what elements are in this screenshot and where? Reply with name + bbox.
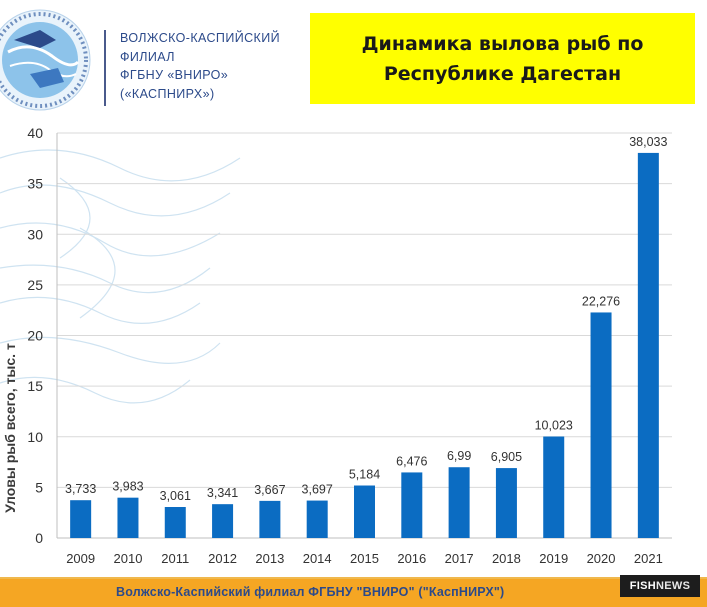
fishnews-watermark: FISH NEWS bbox=[620, 575, 700, 597]
bar-2021 bbox=[637, 152, 659, 538]
x-tick-label-2019: 2019 bbox=[539, 551, 568, 566]
x-tick-label-2013: 2013 bbox=[255, 551, 284, 566]
background-waves bbox=[0, 149, 241, 404]
bar-2009 bbox=[70, 500, 92, 538]
org-line-2: ФИЛИАЛ bbox=[120, 49, 175, 64]
x-tick-label-2015: 2015 bbox=[350, 551, 379, 566]
bar-2011 bbox=[164, 507, 186, 538]
y-tick-label: 10 bbox=[27, 429, 43, 445]
watermark-news: NEWS bbox=[656, 580, 691, 592]
value-label-2020: 22,276 bbox=[582, 294, 620, 308]
value-labels: 3,733 3,983 3,061 3,341 3,667 3,697 5,184 6,476… bbox=[65, 135, 667, 503]
bar-2017 bbox=[448, 467, 470, 538]
x-tick-label-2017: 2017 bbox=[445, 551, 474, 566]
x-tick-label-2014: 2014 bbox=[303, 551, 332, 566]
x-tick-label-2016: 2016 bbox=[397, 551, 426, 566]
x-tick-label-2021: 2021 bbox=[634, 551, 663, 566]
value-label-2021: 38,033 bbox=[629, 135, 667, 149]
bar-2013 bbox=[259, 500, 281, 538]
y-tick-label: 5 bbox=[35, 479, 43, 495]
value-label-2010: 3,983 bbox=[112, 480, 143, 494]
bar-2012 bbox=[212, 504, 234, 538]
value-label-2018: 6,905 bbox=[491, 450, 522, 464]
y-tick-label: 20 bbox=[27, 328, 43, 344]
institute-logo bbox=[0, 9, 91, 111]
x-tick-label-2010: 2010 bbox=[114, 551, 143, 566]
y-tick-labels: 0 5 10 15 20 25 30 35 40 bbox=[27, 125, 43, 546]
y-tick-label: 15 bbox=[27, 378, 43, 394]
bar-2018 bbox=[495, 468, 517, 538]
y-tick-label: 40 bbox=[27, 125, 43, 141]
bar-2015 bbox=[354, 485, 375, 538]
catch-bar-chart: 3,733 3,983 3,061 3,341 3,667 3,697 5,184 6,476… bbox=[0, 125, 672, 566]
footer-text: Волжско-Каспийский филиал ФГБНУ "ВНИРО" … bbox=[116, 585, 505, 599]
bar-2014 bbox=[306, 500, 328, 538]
header-divider bbox=[104, 30, 106, 106]
x-tick-labels: 2009 2010 2011 2012 2013 2014 2015 2016 2017 2018… bbox=[66, 551, 663, 566]
page-title: Динамика вылова рыб по Республике Дагест… bbox=[361, 32, 644, 85]
bar-2010 bbox=[117, 497, 139, 538]
title-banner: Динамика вылова рыб по Республике Дагест… bbox=[310, 13, 695, 104]
watermark-fish: FISH bbox=[629, 580, 657, 592]
y-tick-label: 30 bbox=[27, 226, 43, 242]
org-line-3: ФГБНУ «ВНИРО» bbox=[120, 68, 229, 82]
footer-bar: Волжско-Каспийский филиал ФГБНУ "ВНИРО" … bbox=[0, 577, 707, 607]
value-label-2013: 3,667 bbox=[254, 483, 285, 497]
org-line-1: ВОЛЖСКО-КАСПИЙСКИЙ bbox=[120, 31, 280, 45]
value-label-2019: 10,023 bbox=[535, 419, 573, 433]
organization-name: ВОЛЖСКО-КАСПИЙСКИЙ ФИЛИАЛ ФГБНУ «ВНИРО» … bbox=[120, 29, 310, 103]
x-tick-label-2018: 2018 bbox=[492, 551, 521, 566]
org-line-4: («КАСПНИРХ») bbox=[120, 86, 215, 101]
value-label-2011: 3,061 bbox=[160, 489, 191, 503]
value-label-2009: 3,733 bbox=[65, 482, 96, 496]
y-tick-label: 0 bbox=[35, 530, 43, 546]
value-label-2014: 3,697 bbox=[302, 483, 333, 497]
value-label-2012: 3,341 bbox=[207, 486, 238, 500]
x-tick-label-2011: 2011 bbox=[161, 551, 189, 566]
bar-2019 bbox=[543, 436, 565, 538]
bar-2020 bbox=[590, 312, 612, 538]
value-label-2016: 6,476 bbox=[396, 454, 427, 468]
y-tick-label: 25 bbox=[27, 277, 43, 293]
value-label-2015: 5,184 bbox=[349, 468, 380, 482]
bar-2016 bbox=[401, 472, 423, 538]
x-tick-label-2020: 2020 bbox=[587, 551, 616, 566]
y-axis-label: Уловы рыб всего, тыс. т bbox=[2, 343, 18, 513]
x-tick-label-2012: 2012 bbox=[208, 551, 237, 566]
value-label-2017: 6,99 bbox=[447, 449, 471, 463]
bars bbox=[70, 152, 659, 538]
y-tick-label: 35 bbox=[27, 176, 43, 192]
x-tick-label-2009: 2009 bbox=[66, 551, 95, 566]
